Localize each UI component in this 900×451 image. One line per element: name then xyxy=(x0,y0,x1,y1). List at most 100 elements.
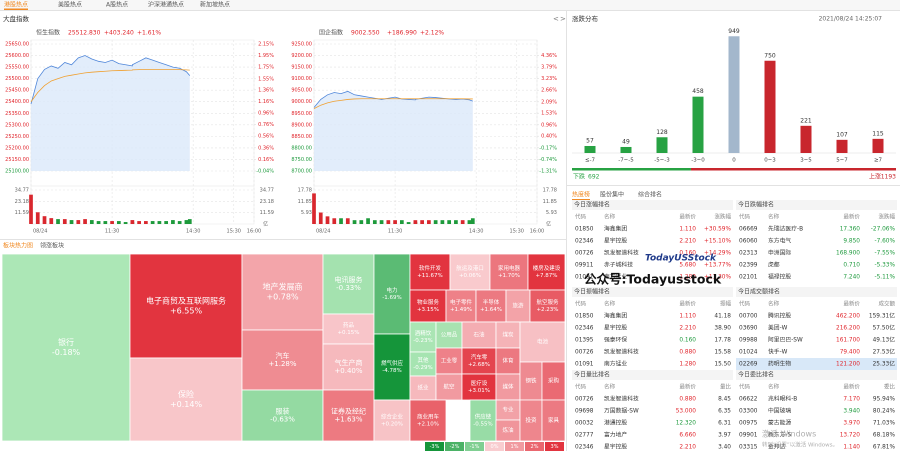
table-cell[interactable]: 02101 xyxy=(739,275,758,281)
volume-tick-label: 23.18 xyxy=(15,199,29,205)
table-cell[interactable]: 00726 xyxy=(575,397,594,403)
table-cell[interactable]: 凯发智道科技 xyxy=(604,395,639,403)
table-cell[interactable]: 星宇控股 xyxy=(604,324,627,332)
sector-cell[interactable] xyxy=(495,347,521,375)
nav-next[interactable]: > xyxy=(560,15,566,23)
table-cell[interactable]: 02313 xyxy=(739,251,758,257)
sector-cell[interactable] xyxy=(541,399,566,442)
table-cell[interactable]: 00726 xyxy=(575,251,594,257)
ranking-tab[interactable]: 股份集中 xyxy=(600,191,624,199)
tab[interactable]: 美股热点 xyxy=(58,1,82,9)
table-cell[interactable]: 06669 xyxy=(739,227,758,233)
table-cell[interactable]: 01395 xyxy=(575,338,594,344)
table-cell[interactable]: 03300 xyxy=(739,409,758,415)
table-cell[interactable]: 02346 xyxy=(575,445,594,451)
sector-cell[interactable] xyxy=(129,357,243,442)
table-cell[interactable]: 03690 xyxy=(739,326,758,332)
tab[interactable]: 港股热点 xyxy=(4,1,28,9)
tab[interactable]: A股热点 xyxy=(106,1,128,9)
ranking-tab[interactable]: 综合排名 xyxy=(638,191,662,199)
table-cell[interactable]: 南方锰业 xyxy=(604,360,627,368)
sector-cell[interactable] xyxy=(409,399,447,442)
table-cell[interactable]: 海鑫集团 xyxy=(604,312,627,320)
table-cell[interactable]: 强泰环保 xyxy=(604,336,627,344)
table-cell[interactable]: 药明生物 xyxy=(768,360,791,368)
sector-cell[interactable] xyxy=(475,289,507,323)
table-cell[interactable]: 申洲国际 xyxy=(768,249,791,257)
sector-cell[interactable] xyxy=(469,399,497,442)
table-cell[interactable]: 06622 xyxy=(739,397,758,403)
table-cell[interactable]: 02399 xyxy=(739,263,758,269)
table-cell[interactable]: 万国数据-SW xyxy=(604,407,639,415)
sector-cell[interactable] xyxy=(373,333,411,401)
table-cell[interactable]: 星宇控股 xyxy=(604,443,627,451)
table-cell[interactable]: 福禄控股 xyxy=(768,273,791,281)
table-cell[interactable]: 金邦达 xyxy=(768,443,786,451)
table-cell[interactable]: 02269 xyxy=(739,362,758,368)
table-cell[interactable]: 01850 xyxy=(575,227,594,233)
table-cell[interactable]: 凯发智道科技 xyxy=(604,249,639,257)
table-cell[interactable]: 01091 xyxy=(575,362,594,368)
sector-cell[interactable] xyxy=(489,253,529,291)
table-cell[interactable]: 富力地产 xyxy=(604,431,627,439)
table-cell[interactable]: 东方电气 xyxy=(768,237,791,245)
sector-cell[interactable] xyxy=(1,253,131,442)
table-cell[interactable]: 新东方-S xyxy=(768,431,791,439)
table-cell[interactable]: 01091 xyxy=(575,275,594,281)
sector-cell[interactable] xyxy=(461,321,497,349)
table-cell[interactable]: 兆科眼科-B xyxy=(768,395,797,403)
table-cell[interactable]: 快手-W xyxy=(768,348,788,356)
table-cell[interactable]: 00700 xyxy=(739,314,758,320)
sector-cell[interactable] xyxy=(461,373,497,401)
table-cell[interactable]: 00726 xyxy=(575,350,594,356)
sector-tab[interactable]: 板块热力图 xyxy=(3,242,33,250)
table-cell[interactable]: 海鑫集团 xyxy=(604,225,627,233)
table-cell[interactable]: 港通控股 xyxy=(604,419,627,427)
table-cell[interactable]: 美团-W xyxy=(768,324,788,332)
table-cell[interactable]: 中国玻璃 xyxy=(768,407,791,415)
tab[interactable]: 新加坡热点 xyxy=(200,1,230,9)
sector-cell[interactable] xyxy=(529,289,566,323)
table-cell[interactable]: 赤子城科技 xyxy=(604,261,633,269)
sector-cell[interactable] xyxy=(322,313,375,345)
sector-cell[interactable] xyxy=(322,253,375,315)
volume-bar xyxy=(83,219,87,224)
table-cell[interactable]: 03315 xyxy=(739,445,758,451)
table-cell[interactable]: 09988 xyxy=(739,338,758,344)
table-cell[interactable]: 虎都 xyxy=(768,261,780,269)
table-cell[interactable]: 09901 xyxy=(739,433,758,439)
bar-value-label: 57 xyxy=(586,137,594,144)
sector-cell[interactable] xyxy=(519,321,566,363)
sector-cell[interactable] xyxy=(409,289,447,323)
tab[interactable]: 沪深港通热点 xyxy=(148,1,184,9)
sector-cell[interactable] xyxy=(435,321,463,349)
table-cell[interactable]: 09911 xyxy=(575,263,594,269)
sector-cell[interactable] xyxy=(373,253,411,335)
sector-cell[interactable] xyxy=(409,321,437,353)
table-cell[interactable]: 09698 xyxy=(575,409,594,415)
sector-cell[interactable] xyxy=(322,343,375,391)
table-cell[interactable]: 02346 xyxy=(575,239,594,245)
sector-cell[interactable] xyxy=(241,329,324,391)
sector-cell[interactable] xyxy=(129,253,243,359)
sector-tab[interactable]: 领涨板块 xyxy=(40,242,64,250)
ranking-tab[interactable]: 热度榜 xyxy=(572,191,590,199)
table-cell[interactable]: 先瑞达医疗-B xyxy=(768,225,803,233)
table-cell[interactable]: 01850 xyxy=(575,314,594,320)
table-cell[interactable]: 00975 xyxy=(739,421,758,427)
table-cell[interactable]: 凯发智道科技 xyxy=(604,348,639,356)
table-cell[interactable]: 01024 xyxy=(739,350,758,356)
table-cell[interactable]: 蒙古能源 xyxy=(768,419,791,427)
table-cell[interactable]: 星宇控股 xyxy=(604,237,627,245)
sector-cell[interactable] xyxy=(241,389,324,442)
table-cell[interactable]: 02346 xyxy=(575,326,594,332)
sector-cell[interactable] xyxy=(505,289,531,323)
table-cell[interactable]: 南方锰业 xyxy=(604,273,627,281)
table-cell[interactable]: 06060 xyxy=(739,239,758,245)
sector-cell[interactable] xyxy=(449,253,491,291)
table-cell[interactable]: 阿里巴巴-SW xyxy=(768,336,803,344)
table-cell[interactable]: 00032 xyxy=(575,421,594,427)
nav-prev[interactable]: < xyxy=(553,15,559,23)
table-cell[interactable]: 02777 xyxy=(575,433,594,439)
table-cell[interactable]: 腾讯控股 xyxy=(768,312,791,320)
